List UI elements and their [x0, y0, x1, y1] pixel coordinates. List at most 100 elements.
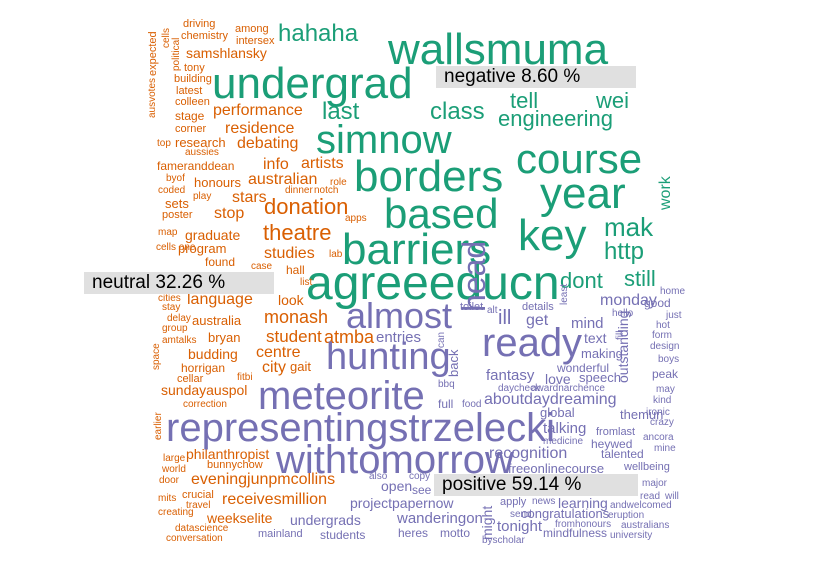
word-positive: almost	[346, 295, 453, 336]
word-positive: also	[369, 471, 388, 482]
word-positive: meteorite	[258, 374, 425, 418]
word-neutral: list	[300, 277, 313, 288]
word-positive: monday	[600, 292, 657, 309]
word-neutral: poster	[162, 209, 193, 221]
word-neutral: group	[162, 323, 188, 334]
word-neutral: sundayauspol	[161, 382, 248, 398]
word-neutral: mits	[158, 493, 177, 504]
word-positive: read	[640, 491, 661, 502]
word-neutral: among	[235, 23, 269, 35]
word-positive: open	[381, 478, 413, 494]
word-positive: entries	[376, 329, 422, 346]
word-neutral: corner	[175, 123, 207, 135]
word-negative: dont	[560, 268, 603, 293]
word-neutral: conversation	[166, 533, 223, 544]
word-neutral: weekselite	[207, 510, 273, 526]
word-positive: mainland	[258, 528, 303, 540]
word-neutral: apps	[345, 213, 367, 224]
word-negative: based	[384, 190, 499, 237]
word-neutral: fameranddean	[157, 159, 235, 173]
word-neutral: budding	[188, 346, 238, 362]
word-positive: just	[666, 310, 682, 321]
word-positive: details	[522, 301, 554, 313]
word-neutral: honours	[194, 175, 241, 190]
word-positive: hunting	[326, 336, 451, 378]
word-neutral: donation	[264, 194, 349, 219]
word-positive: ancora	[643, 432, 674, 443]
word-positive: motto	[440, 526, 471, 540]
word-positive: toilet	[460, 301, 484, 313]
word-negative: last	[322, 98, 360, 125]
word-positive: crazy	[650, 417, 674, 428]
word-positive: alt	[487, 305, 498, 316]
word-negative: simnow	[316, 118, 452, 162]
word-neutral: australia	[192, 313, 242, 328]
word-positive: australians	[621, 520, 670, 531]
word-positive: back	[446, 349, 461, 377]
word-positive: medicine	[543, 436, 584, 447]
word-negative: agreeeducn	[306, 257, 560, 310]
word-positive: global	[540, 405, 575, 420]
word-positive: ill	[498, 307, 512, 329]
word-positive: fromhonours	[555, 519, 612, 530]
word-positive: mine	[654, 443, 676, 454]
word-negative: work	[657, 176, 674, 210]
word-neutral: creating	[158, 507, 194, 518]
word-neutral: gait	[290, 359, 311, 374]
word-negative: undergrad	[212, 59, 413, 108]
word-neutral: eveningjunpmcollins	[191, 471, 336, 488]
word-neutral: bryan	[208, 330, 241, 345]
word-positive: awardnarchence	[531, 383, 605, 394]
word-neutral: stay	[162, 302, 181, 313]
word-neutral: map	[158, 227, 178, 238]
word-positive: full	[438, 397, 454, 411]
word-neutral: dinner	[285, 185, 313, 196]
word-negative: tell	[510, 88, 539, 113]
word-neutral: artists	[301, 155, 344, 172]
word-positive: byscholar	[482, 535, 525, 546]
word-positive: heywed	[591, 437, 633, 451]
word-positive: peak	[652, 367, 679, 381]
word-neutral: info	[263, 156, 289, 173]
word-positive: making	[581, 346, 623, 361]
word-neutral: atmba	[324, 327, 375, 347]
word-negative: borders	[354, 152, 504, 201]
word-positive: ready	[482, 321, 583, 365]
word-positive: recognition	[489, 445, 568, 462]
word-positive: good	[644, 296, 671, 310]
negative-label: negative 8.60 %	[436, 66, 636, 88]
word-neutral: chemistry	[181, 30, 229, 42]
word-neutral: debating	[237, 135, 299, 152]
word-neutral: program	[178, 241, 227, 256]
word-positive: withtomorrow	[276, 438, 514, 482]
word-neutral: samshlansky	[186, 45, 267, 61]
word-positive: learning	[558, 495, 608, 511]
word-positive: kind	[653, 395, 672, 406]
word-positive: apply	[500, 496, 527, 508]
word-neutral: stage	[175, 109, 205, 123]
word-positive: least	[559, 283, 570, 305]
word-neutral: stop	[214, 205, 245, 222]
word-neutral: found	[205, 255, 236, 269]
word-positive: andwelcomed	[610, 500, 672, 511]
word-positive: text	[584, 330, 607, 346]
word-positive: design	[650, 341, 680, 352]
word-neutral: coded	[158, 185, 186, 196]
word-positive: bbq	[438, 379, 455, 390]
word-positive: food	[462, 399, 482, 410]
word-positive: major	[642, 478, 668, 489]
word-negative: wallsmuma	[388, 25, 609, 74]
word-neutral: research	[175, 135, 226, 150]
word-neutral: role	[330, 177, 347, 188]
word-neutral: cellar	[177, 373, 204, 385]
word-negative: engineering	[498, 106, 613, 131]
word-positive: talented	[601, 447, 644, 461]
word-neutral: sets	[165, 196, 189, 211]
word-positive: students	[320, 528, 366, 542]
word-negative: http	[604, 238, 645, 265]
word-positive: representingstrzelecki	[166, 406, 556, 450]
word-positive: fromlast	[596, 426, 636, 438]
word-neutral: expected	[147, 31, 159, 76]
word-positive: mindfulness	[543, 526, 608, 540]
